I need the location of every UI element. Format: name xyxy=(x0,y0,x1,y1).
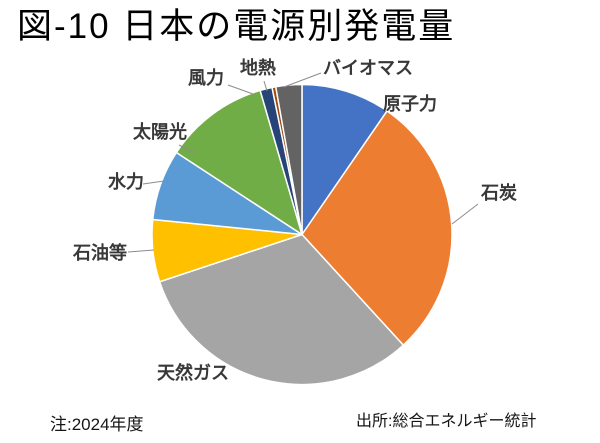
slice-label-oil-etc: 石油等 xyxy=(73,243,127,263)
leader-line-solar xyxy=(178,144,196,154)
pie-slice-coal xyxy=(301,110,453,346)
note-text: 注:2024年度 xyxy=(50,415,144,434)
slice-label-wind: 風力 xyxy=(188,68,224,88)
slice-label-hydro: 水力 xyxy=(108,172,144,192)
slice-label-nuclear: 原子力 xyxy=(383,94,437,114)
pie-slice-nuclear xyxy=(301,83,388,236)
leader-line-wind xyxy=(227,84,254,95)
slice-label-natural-gas: 天然ガス xyxy=(157,363,229,383)
slice-label-solar: 太陽光 xyxy=(133,122,187,142)
slice-label-biomass: バイオマス xyxy=(323,58,413,78)
leader-line-coal xyxy=(451,203,479,225)
source-text: 出所:総合エネルギー統計 xyxy=(356,413,537,430)
leader-line-hydro xyxy=(142,180,165,185)
slice-label-coal: 石炭 xyxy=(481,183,517,203)
leader-line-oil-etc xyxy=(127,249,155,253)
chart-title: 図-10 日本の電源別発電量 xyxy=(17,7,456,46)
pie-slice-natural-gas xyxy=(158,233,405,386)
leader-line-geothermal xyxy=(263,80,268,92)
leader-line-biomass xyxy=(283,72,322,88)
slice-label-geothermal: 地熱 xyxy=(240,58,276,78)
